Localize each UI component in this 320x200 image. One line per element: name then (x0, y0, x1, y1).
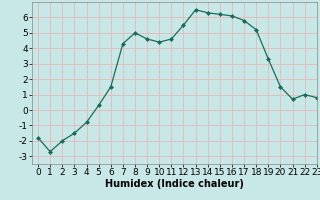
X-axis label: Humidex (Indice chaleur): Humidex (Indice chaleur) (105, 179, 244, 189)
